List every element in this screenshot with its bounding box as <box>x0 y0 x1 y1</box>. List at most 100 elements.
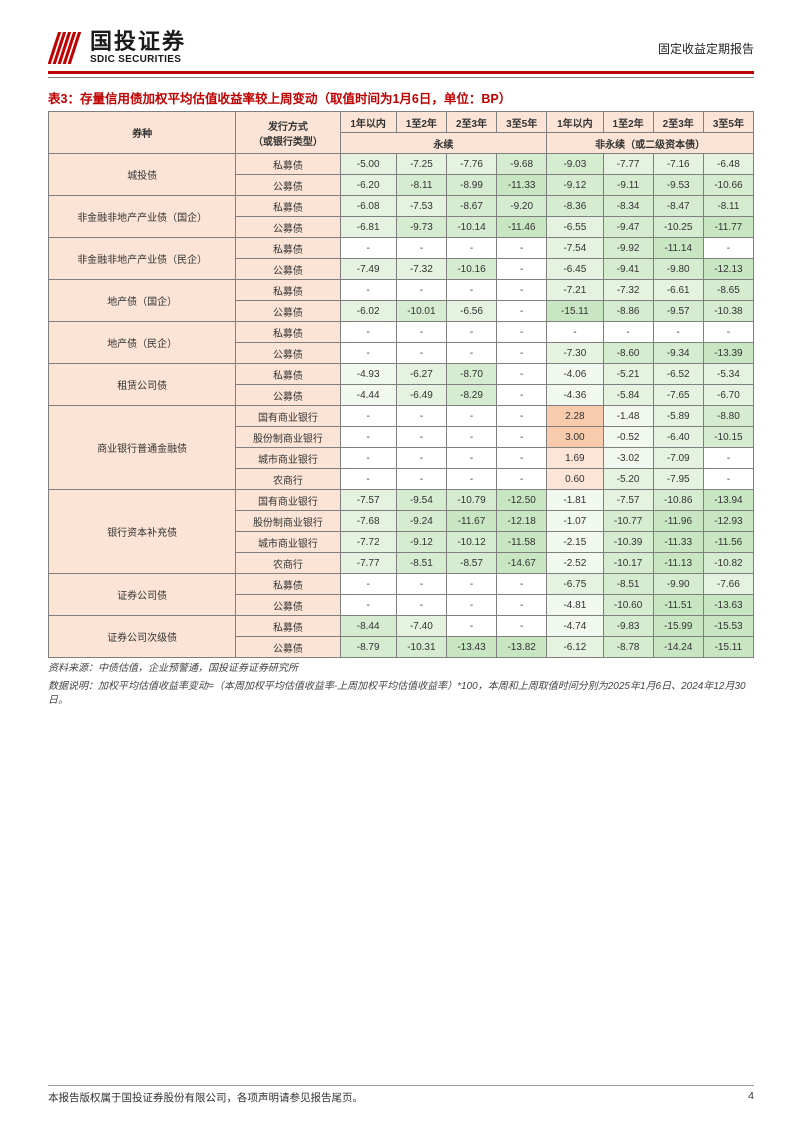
cell-value: -7.77 <box>603 154 653 175</box>
cell-value: -10.15 <box>703 427 753 448</box>
cell-value: - <box>497 343 547 364</box>
cell-value: -9.57 <box>653 301 703 322</box>
cell-value: -9.34 <box>653 343 703 364</box>
cell-value: -15.53 <box>703 616 753 637</box>
cell-value: - <box>340 343 396 364</box>
cell-value: - <box>497 301 547 322</box>
cell-value: -6.55 <box>547 217 603 238</box>
cell-value: -10.01 <box>396 301 446 322</box>
cell-value: -5.20 <box>603 469 653 490</box>
logo: 国投证券 SDIC SECURITIES <box>48 30 186 65</box>
cell-value: -10.86 <box>653 490 703 511</box>
cell-value: -6.20 <box>340 175 396 196</box>
cell-value: -10.77 <box>603 511 653 532</box>
cell-value: -7.72 <box>340 532 396 553</box>
cell-value: -8.86 <box>603 301 653 322</box>
cell-value: - <box>497 427 547 448</box>
cell-value: - <box>547 322 603 343</box>
cell-value: -14.24 <box>653 637 703 658</box>
cell-value: - <box>396 595 446 616</box>
cell-value: - <box>340 238 396 259</box>
cell-value: -13.63 <box>703 595 753 616</box>
cell-value: 2.28 <box>547 406 603 427</box>
cell-value: -12.13 <box>703 259 753 280</box>
cell-value: -13.94 <box>703 490 753 511</box>
row-subtype: 私募债 <box>236 154 340 175</box>
cell-value: -11.13 <box>653 553 703 574</box>
cell-value: -9.12 <box>396 532 446 553</box>
cell-value: - <box>396 574 446 595</box>
cell-value: -8.70 <box>446 364 496 385</box>
cell-value: -9.68 <box>497 154 547 175</box>
cell-value: -11.58 <box>497 532 547 553</box>
cell-value: -7.32 <box>603 280 653 301</box>
cell-value: -10.82 <box>703 553 753 574</box>
cell-value: -6.40 <box>653 427 703 448</box>
cell-value: - <box>340 280 396 301</box>
cell-value: -7.54 <box>547 238 603 259</box>
row-subtype: 公募债 <box>236 217 340 238</box>
cell-value: - <box>497 364 547 385</box>
row-subtype: 私募债 <box>236 196 340 217</box>
cell-value: - <box>446 280 496 301</box>
cell-value: -9.11 <box>603 175 653 196</box>
cell-value: - <box>446 469 496 490</box>
cell-value: - <box>446 448 496 469</box>
logo-name-en: SDIC SECURITIES <box>90 54 186 65</box>
cell-value: -9.73 <box>396 217 446 238</box>
cell-value: -14.67 <box>497 553 547 574</box>
col-tenor-n-1: 1至2年 <box>603 112 653 133</box>
cell-value: -10.17 <box>603 553 653 574</box>
row-subtype: 私募债 <box>236 574 340 595</box>
cell-value: -11.33 <box>653 532 703 553</box>
cell-value: -12.93 <box>703 511 753 532</box>
table-row: 商业银行普通金融债国有商业银行----2.28-1.48-5.89-8.80 <box>49 406 754 427</box>
cell-value: - <box>497 616 547 637</box>
cell-value: -3.02 <box>603 448 653 469</box>
cell-value: -7.25 <box>396 154 446 175</box>
cell-value: -9.12 <box>547 175 603 196</box>
cell-value: -9.03 <box>547 154 603 175</box>
cell-value: -10.60 <box>603 595 653 616</box>
cell-value: - <box>703 238 753 259</box>
cell-value: -5.84 <box>603 385 653 406</box>
data-table: 券种 发行方式 （或银行类型） 1年以内 1至2年 2至3年 3至5年 1年以内… <box>48 111 754 658</box>
footer-copyright: 本报告版权属于国投证券股份有限公司，各项声明请参见报告尾页。 <box>48 1090 363 1105</box>
cell-value: - <box>396 427 446 448</box>
cell-value: -10.38 <box>703 301 753 322</box>
row-subtype: 公募债 <box>236 301 340 322</box>
cell-value: - <box>340 595 396 616</box>
cell-value: -4.81 <box>547 595 603 616</box>
cell-value: - <box>497 406 547 427</box>
cell-value: -8.99 <box>446 175 496 196</box>
cell-value: -7.57 <box>340 490 396 511</box>
row-subtype: 股份制商业银行 <box>236 511 340 532</box>
cell-value: -13.43 <box>446 637 496 658</box>
cell-value: -8.36 <box>547 196 603 217</box>
cell-value: -10.14 <box>446 217 496 238</box>
cell-value: -4.93 <box>340 364 396 385</box>
cell-value: - <box>446 322 496 343</box>
cell-value: - <box>497 574 547 595</box>
cell-value: -8.11 <box>396 175 446 196</box>
col-tenor-p-0: 1年以内 <box>340 112 396 133</box>
cell-value: -7.49 <box>340 259 396 280</box>
cell-value: 0.60 <box>547 469 603 490</box>
cell-value: -9.53 <box>653 175 703 196</box>
cell-value: - <box>340 322 396 343</box>
row-category: 证券公司债 <box>49 574 236 616</box>
header-red-bar <box>48 71 754 74</box>
row-subtype: 国有商业银行 <box>236 406 340 427</box>
cell-value: -8.11 <box>703 196 753 217</box>
cell-value: -7.40 <box>396 616 446 637</box>
cell-value: -10.79 <box>446 490 496 511</box>
cell-value: -6.61 <box>653 280 703 301</box>
cell-value: 3.00 <box>547 427 603 448</box>
col-tenor-p-3: 3至5年 <box>497 112 547 133</box>
cell-value: -8.78 <box>603 637 653 658</box>
cell-value: -9.41 <box>603 259 653 280</box>
cell-value: -7.65 <box>653 385 703 406</box>
table-row: 地产债（民企）私募债-------- <box>49 322 754 343</box>
cell-value: -15.11 <box>547 301 603 322</box>
cell-value: -7.66 <box>703 574 753 595</box>
